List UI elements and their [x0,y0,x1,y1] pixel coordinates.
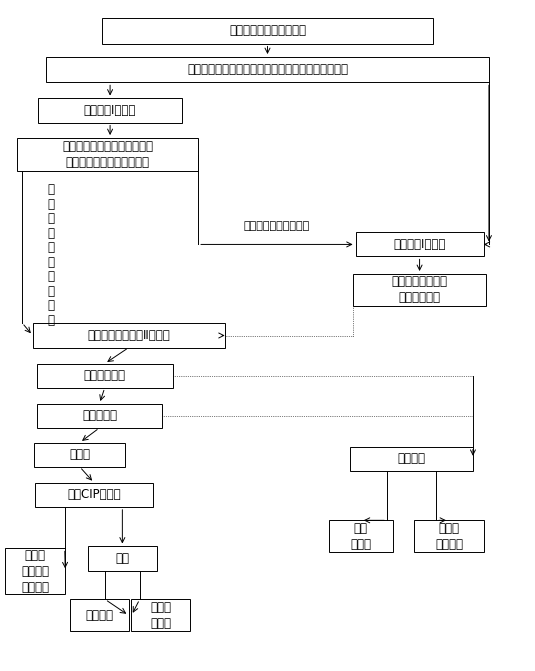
Text: 尾渣堆存: 尾渣堆存 [86,609,113,622]
FancyBboxPatch shape [34,443,125,467]
Text: 洗涤、压滤: 洗涤、压滤 [82,409,117,422]
Text: 压滤: 压滤 [116,552,129,565]
FancyBboxPatch shape [46,57,489,83]
Text: 按第二预设体积比例分为第一
低浓度浆和和第二低浓度浆: 按第二预设体积比例分为第一 低浓度浆和和第二低浓度浆 [62,140,153,169]
Text: 高浓度浆Ⅰ级氧化: 高浓度浆Ⅰ级氧化 [393,238,446,251]
FancyBboxPatch shape [132,599,190,631]
Text: 浓密排除菌液: 浓密排除菌液 [84,369,126,382]
FancyBboxPatch shape [37,364,173,388]
FancyBboxPatch shape [5,548,65,594]
FancyBboxPatch shape [38,99,182,123]
FancyBboxPatch shape [102,18,433,44]
Text: 第二混合矿浆进行Ⅱ级氧化: 第二混合矿浆进行Ⅱ级氧化 [87,329,170,342]
FancyBboxPatch shape [70,599,129,631]
FancyBboxPatch shape [356,232,484,256]
Text: 磨矿、分级、洗涤、浓密: 磨矿、分级、洗涤、浓密 [229,24,306,38]
Text: 将
第
二
低
浓
度
矿
浆
加
入: 将 第 二 低 浓 度 矿 浆 加 入 [48,183,55,327]
Text: 第一混合矿浆浓密
排除高砷菌液: 第一混合矿浆浓密 排除高砷菌液 [392,276,448,305]
Text: 调浆、按第一预设体积比例分为高浓度浆和低浓度浆: 调浆、按第一预设体积比例分为高浓度浆和低浓度浆 [187,63,348,76]
Text: 菌液中和: 菌液中和 [398,452,425,465]
FancyBboxPatch shape [350,447,473,471]
Text: 采用CIP法提金: 采用CIP法提金 [67,488,121,501]
FancyBboxPatch shape [414,520,484,552]
FancyBboxPatch shape [17,138,198,172]
FancyBboxPatch shape [35,483,153,507]
Text: 低浓度浆Ⅰ级氧化: 低浓度浆Ⅰ级氧化 [84,104,136,117]
FancyBboxPatch shape [88,546,157,570]
Text: 贫液循
环使用: 贫液循 环使用 [150,601,171,630]
FancyBboxPatch shape [353,274,486,306]
Text: 中和液
循环使用: 中和液 循环使用 [435,522,463,551]
Text: 将第一低浓度矿浆放入: 将第一低浓度矿浆放入 [244,221,310,231]
FancyBboxPatch shape [37,404,162,428]
FancyBboxPatch shape [33,323,225,348]
FancyBboxPatch shape [329,520,393,552]
Text: 碱处理: 碱处理 [69,448,90,461]
Text: 中和
渣堆存: 中和 渣堆存 [350,522,371,551]
Text: 载金碳
解吸电解
冶炼提金: 载金碳 解吸电解 冶炼提金 [21,549,49,594]
